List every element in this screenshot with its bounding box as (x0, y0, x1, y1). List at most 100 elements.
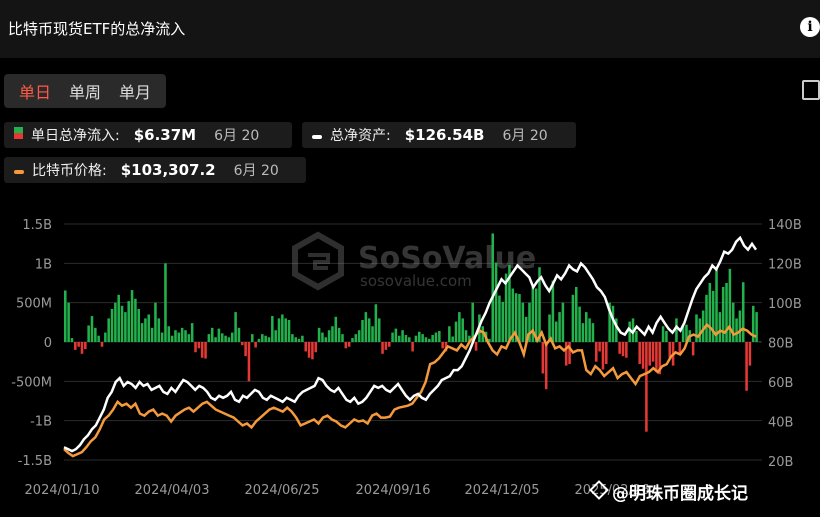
flow-bar (578, 306, 581, 342)
flow-bar (387, 342, 391, 347)
flow-bar (588, 318, 591, 342)
flow-bar (498, 295, 501, 342)
flow-bar (661, 326, 665, 342)
flow-bar (127, 301, 130, 342)
flow-bar (508, 264, 511, 342)
flow-bar (715, 268, 718, 342)
period-tabs: 单日 单周 单月 (4, 74, 167, 108)
legend-price-value: $103,307.2 (120, 161, 216, 179)
flow-bar (534, 288, 538, 342)
flow-bar (671, 342, 675, 366)
flow-bar (474, 342, 478, 351)
flow-bar (234, 312, 237, 342)
flow-bar (120, 305, 124, 342)
flow-bar (645, 342, 648, 432)
flow-bar (281, 314, 284, 342)
flow-bar (210, 327, 214, 342)
flow-bar (147, 314, 151, 342)
flow-bar (87, 325, 90, 342)
flow-bar (317, 327, 321, 342)
fullscreen-icon[interactable] (802, 80, 820, 100)
flow-bar (124, 312, 127, 342)
flow-bar (528, 302, 531, 342)
watermark-brand: SoSoValue (358, 241, 536, 276)
flow-bar (384, 342, 388, 350)
flow-bar (301, 335, 304, 342)
flow-bar (371, 326, 374, 342)
white-line-swatch-icon (312, 127, 322, 143)
flow-bar (554, 321, 558, 342)
flow-bar (344, 342, 348, 349)
flow-bar (261, 334, 264, 342)
tab-monthly[interactable]: 单月 (119, 83, 152, 102)
flow-bar (361, 319, 364, 342)
tab-daily[interactable]: 单日 (19, 83, 52, 102)
legend-assets-value: $126.54B (404, 126, 485, 144)
flow-bar (394, 328, 398, 342)
flow-bar (304, 342, 307, 352)
x-tick-label: 2024/12/05 (465, 483, 540, 498)
right-tick-label: 100B (768, 297, 802, 312)
flow-bar (605, 342, 608, 365)
flow-bar (524, 316, 528, 342)
flow-bar (564, 342, 568, 366)
x-tick-label: 2024/09/16 (356, 483, 431, 498)
flow-bar (214, 337, 217, 342)
flow-bar (271, 316, 274, 342)
right-tick-label: 60B (768, 376, 793, 391)
tab-weekly[interactable]: 单周 (69, 83, 102, 102)
flow-bar (651, 342, 655, 362)
flow-bar (334, 316, 338, 342)
right-tick-label: 40B (768, 416, 793, 431)
flow-bar (130, 290, 134, 342)
flow-bar (678, 342, 682, 354)
flow-bar (327, 330, 331, 342)
flow-bar (100, 342, 104, 347)
flow-bar (287, 319, 291, 342)
flow-bar (274, 330, 277, 342)
flow-bar (521, 302, 525, 342)
flow-bar (150, 327, 154, 342)
flow-bar (324, 337, 328, 342)
flow-bar (197, 342, 201, 349)
flow-bar (688, 330, 692, 342)
flow-bar (454, 321, 458, 342)
flow-bar (137, 308, 141, 342)
flow-bar (428, 338, 431, 342)
flow-bar (464, 330, 468, 342)
flow-bar (484, 331, 488, 342)
right-axis-ticks: 140B 120B 100B 80B 60B 40B 20B (768, 218, 802, 470)
right-tick-label: 20B (768, 455, 793, 470)
header-bar: 比特币现货ETF的总净流入 i (0, 0, 820, 58)
flow-bar (257, 338, 261, 342)
right-tick-label: 80B (768, 337, 793, 352)
watermark-url: sosovalue.com (360, 272, 472, 290)
flow-bar (574, 286, 578, 342)
flow-bar (414, 335, 418, 342)
flow-bar (107, 318, 110, 342)
flow-bar (458, 312, 461, 342)
flow-bar (755, 312, 758, 342)
flow-bar (451, 336, 454, 342)
flow-bar (681, 326, 685, 342)
x-axis-ticks: 2024/01/10 2024/04/03 2024/06/25 2024/09/16… (25, 483, 650, 498)
legend-daily-flow: 单日总净流入: $6.37M 6月 20 (4, 122, 292, 148)
flow-bar (237, 327, 241, 342)
flow-bar (84, 342, 87, 350)
flow-bar (367, 318, 371, 342)
flow-bar (741, 282, 745, 342)
flow-bar (725, 283, 728, 342)
flow-bar (200, 342, 204, 358)
left-tick-label: -1B (30, 415, 52, 430)
flow-bar (488, 338, 491, 342)
flow-bar (751, 305, 755, 342)
flow-bar (160, 332, 164, 342)
info-icon[interactable]: i (800, 17, 820, 37)
flow-bar (104, 332, 107, 342)
flow-bar (241, 342, 244, 346)
flow-bar (748, 342, 752, 366)
flow-bar (621, 342, 625, 357)
flow-bar (411, 342, 414, 352)
flow-bar (611, 305, 615, 342)
flow-bar (397, 335, 401, 342)
